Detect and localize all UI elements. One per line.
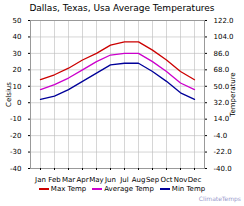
svg-text:10: 10	[13, 83, 22, 91]
svg-text:Dec: Dec	[188, 176, 202, 184]
svg-text:50: 50	[13, 17, 22, 25]
html-text:ClimateTemps: ClimateTemps	[198, 195, 241, 202]
svg-text:122.0: 122.0	[214, 17, 234, 25]
svg-text:Celsius: Celsius	[5, 82, 13, 107]
html-text:Min Temp: Min Temp	[171, 185, 206, 193]
svg-text:14.0: 14.0	[214, 115, 230, 123]
svg-text:86.0: 86.0	[214, 50, 230, 58]
svg-text:-30: -30	[10, 148, 21, 156]
svg-text:68.0: 68.0	[214, 66, 230, 74]
svg-text:Jun: Jun	[104, 176, 116, 184]
svg-text:Temperature: Temperature	[229, 72, 237, 117]
svg-text:-20: -20	[10, 132, 21, 140]
svg-text:-10: -10	[10, 115, 21, 123]
svg-text:0: 0	[17, 99, 21, 107]
svg-text:-4.0: -4.0	[214, 132, 228, 140]
svg-text:May: May	[89, 176, 103, 184]
html-text:Max Temp: Max Temp	[50, 185, 87, 193]
svg-text:Nov: Nov	[174, 176, 188, 184]
svg-text:Sep: Sep	[146, 176, 160, 184]
html-text:Dallas, Texas, Usa Average Tem: Dallas, Texas, Usa Average Temperatures	[29, 3, 215, 13]
svg-text:Aug: Aug	[132, 176, 146, 184]
svg-text:-40.0: -40.0	[214, 165, 232, 173]
svg-text:Oct: Oct	[160, 176, 172, 184]
svg-text:30: 30	[13, 50, 22, 58]
svg-text:Mar: Mar	[62, 176, 75, 184]
svg-text:32.0: 32.0	[214, 99, 230, 107]
html-text:Average Temp: Average Temp	[104, 185, 154, 193]
svg-text:20: 20	[13, 66, 22, 74]
svg-text:-40: -40	[10, 165, 21, 173]
svg-text:104.0: 104.0	[214, 33, 234, 41]
svg-text:-22.0: -22.0	[214, 148, 232, 156]
svg-text:Jan: Jan	[34, 176, 46, 184]
svg-text:Jul: Jul	[119, 176, 129, 184]
svg-text:40: 40	[13, 33, 22, 41]
svg-text:50.0: 50.0	[214, 83, 230, 91]
svg-text:Feb: Feb	[48, 176, 61, 184]
svg-text:Apr: Apr	[76, 176, 88, 184]
